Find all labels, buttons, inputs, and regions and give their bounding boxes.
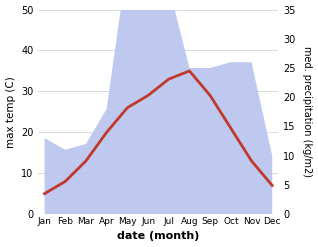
Y-axis label: max temp (C): max temp (C) xyxy=(5,76,16,148)
X-axis label: date (month): date (month) xyxy=(117,231,200,242)
Y-axis label: med. precipitation (kg/m2): med. precipitation (kg/m2) xyxy=(302,46,313,177)
